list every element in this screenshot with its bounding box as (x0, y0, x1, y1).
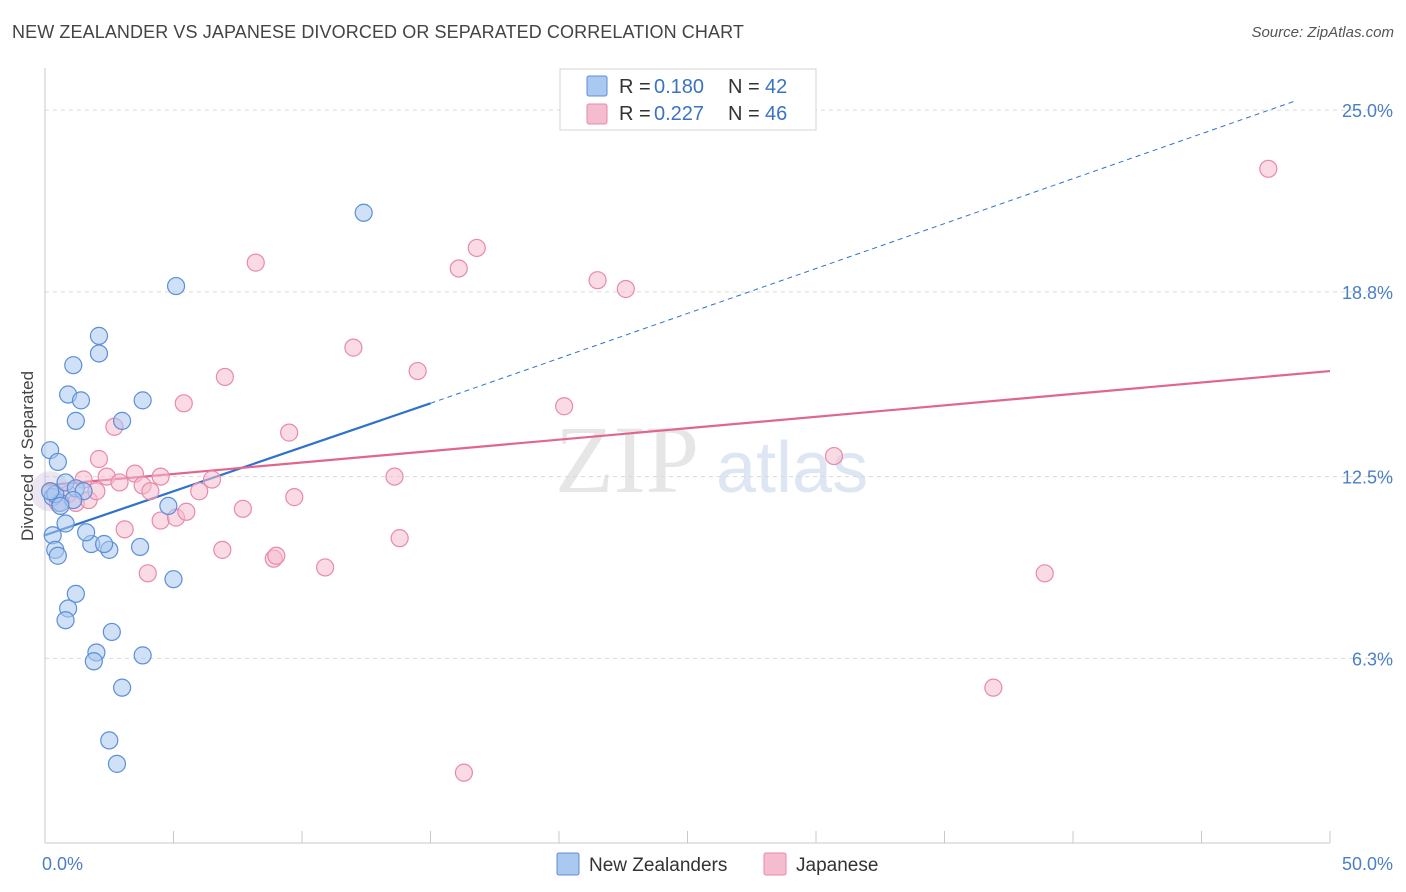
point-japanese-29 (285, 488, 304, 507)
point-new-zealanders-27 (89, 326, 109, 345)
point-japanese-36 (467, 238, 486, 258)
point-new-zealanders-24 (107, 754, 127, 773)
point-japanese-33 (390, 529, 409, 548)
point-japanese-11 (115, 520, 134, 539)
legend-n-label-1: N = (728, 76, 760, 98)
point-japanese-18 (174, 394, 193, 413)
point-japanese-40 (616, 279, 635, 299)
point-japanese-38 (555, 397, 574, 416)
y-axis-label: Divorced or Separated (18, 371, 37, 541)
point-new-zealanders-18 (84, 652, 103, 671)
point-japanese-42 (984, 678, 1003, 697)
point-japanese-30 (316, 558, 335, 577)
trend-lines (44, 100, 1331, 537)
trend-line-new-zealanders-extension (430, 100, 1295, 404)
point-japanese-23 (215, 367, 234, 387)
point-japanese-27 (267, 546, 286, 565)
point-japanese-24 (233, 499, 252, 518)
point-japanese-25 (246, 253, 265, 272)
watermark-atlas: atlas (716, 428, 868, 508)
point-new-zealanders-40 (95, 534, 114, 554)
point-new-zealanders-35 (354, 203, 373, 222)
point-new-zealanders-22 (112, 678, 132, 697)
data-points (30, 159, 1278, 782)
point-new-zealanders-16 (102, 622, 121, 642)
point-new-zealanders-33 (159, 496, 178, 516)
legend-swatch-pink (586, 103, 608, 125)
point-new-zealanders-12 (48, 546, 67, 565)
point-japanese-19 (177, 502, 196, 521)
grid (45, 109, 1392, 659)
point-japanese-22 (213, 540, 232, 559)
point-japanese-43 (1035, 564, 1054, 583)
point-japanese-37 (138, 564, 157, 583)
point-new-zealanders-31 (66, 411, 85, 430)
point-new-zealanders-36 (166, 276, 186, 296)
bottom-legend-label-2: Japanese (796, 855, 878, 876)
bottom-legend-label-1: New Zealanders (589, 855, 727, 876)
point-japanese-41 (824, 446, 844, 466)
point-new-zealanders-29 (71, 391, 91, 410)
bottom-legend-swatch-blue (556, 852, 580, 876)
x-tick-label-1: 50.0% (1342, 854, 1393, 874)
legend-n-label-2: N = (728, 103, 760, 125)
watermark-zip: ZIP (555, 406, 699, 513)
y-tick-labels: 6.3% 12.5% 18.8% 25.0% (1342, 101, 1393, 669)
point-new-zealanders-41 (41, 482, 60, 501)
point-new-zealanders-26 (89, 344, 109, 363)
legend-r-label-2: R = (619, 103, 651, 125)
x-tick-labels: 0.0% 50.0% (42, 854, 1393, 874)
point-japanese-44 (1259, 159, 1278, 178)
point-new-zealanders-23 (100, 731, 119, 750)
bottom-legend-swatch-pink (763, 852, 787, 876)
point-new-zealanders-20 (130, 537, 150, 557)
point-japanese-45 (454, 763, 474, 782)
point-japanese-28 (280, 423, 299, 442)
point-new-zealanders-8 (56, 514, 75, 533)
point-new-zealanders-25 (64, 356, 83, 375)
chart-title: NEW ZEALANDER VS JAPANESE DIVORCED OR SE… (12, 22, 744, 42)
point-japanese-10 (110, 473, 129, 492)
point-new-zealanders-39 (51, 496, 70, 516)
watermark: ZIP atlas (555, 406, 868, 513)
y-tick-label-2: 18.8% (1342, 283, 1393, 303)
point-new-zealanders-30 (133, 391, 152, 410)
trend-line-japanese (44, 369, 1331, 487)
legend: R = 0.180 N = 42 R = 0.227 N = 46 (559, 68, 817, 131)
point-new-zealanders-2 (48, 452, 67, 472)
point-japanese-35 (449, 259, 468, 278)
legend-r-value-2: 0.227 (654, 103, 704, 125)
point-new-zealanders-34 (77, 523, 96, 542)
point-new-zealanders-19 (133, 646, 152, 665)
point-japanese-32 (385, 467, 404, 486)
point-japanese-39 (588, 271, 607, 290)
point-japanese-21 (202, 470, 222, 489)
x-tick-label-0: 0.0% (42, 854, 83, 874)
y-tick-label-0: 6.3% (1352, 649, 1393, 669)
point-new-zealanders-32 (112, 411, 132, 430)
point-japanese-31 (344, 338, 363, 357)
legend-r-label-1: R = (619, 76, 651, 98)
legend-n-value-1: 42 (765, 76, 787, 98)
y-tick-label-3: 25.0% (1342, 101, 1393, 121)
bottom-legend: New Zealanders Japanese (556, 852, 878, 876)
point-new-zealanders-21 (164, 570, 183, 589)
point-new-zealanders-13 (66, 584, 85, 603)
source-label: Source: ZipAtlas.com (1251, 24, 1394, 41)
legend-swatch-blue (586, 75, 608, 97)
legend-r-value-1: 0.180 (654, 76, 704, 98)
point-japanese-34 (408, 361, 427, 381)
point-japanese-14 (141, 482, 160, 501)
point-new-zealanders-15 (56, 611, 75, 630)
point-japanese-7 (89, 449, 109, 469)
legend-n-value-2: 46 (765, 103, 787, 125)
point-japanese-20 (190, 482, 209, 501)
y-tick-label-1: 12.5% (1342, 468, 1393, 488)
point-japanese-15 (151, 467, 170, 486)
